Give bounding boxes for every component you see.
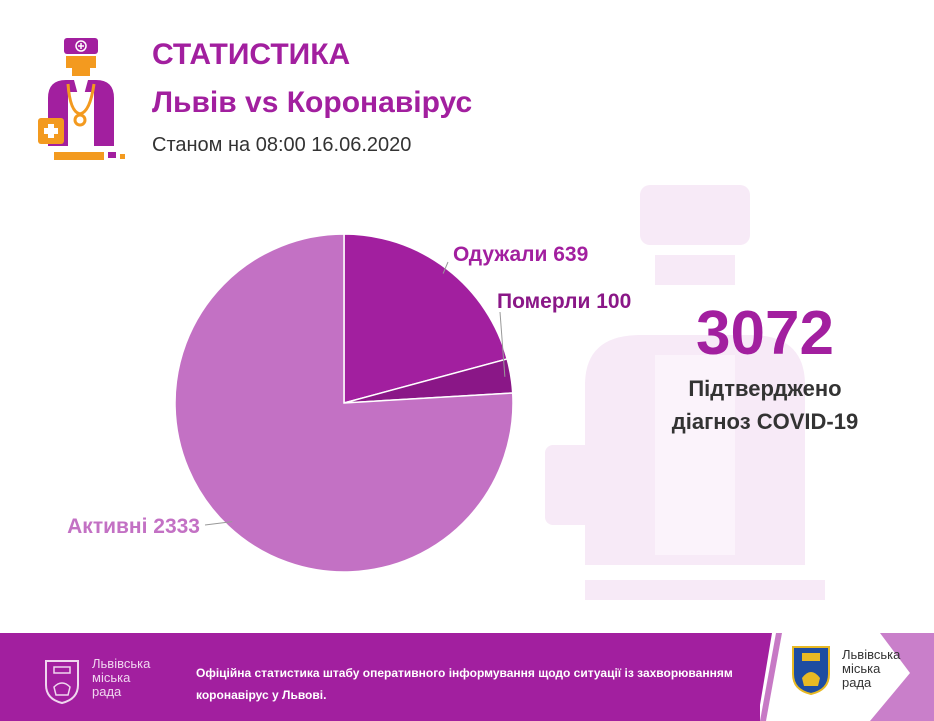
footer-org-line-2: міська [92,670,131,685]
pie-label-2: Активні 2333 [67,515,200,538]
caption-line-1: Підтверджено [688,376,842,401]
footer-description: Офіційна статистика штабу оперативного і… [196,662,766,706]
lviv-shield-icon [792,646,830,696]
footer-org-line-3: рада [92,684,122,699]
pie-slice-2 [174,233,514,573]
footer-text-line-2: коронавірус у Львові. [196,688,327,702]
badge-org-line-3: рада [842,675,872,690]
badge-org-line-1: Львівська [842,647,901,662]
footer-text-line-1: Офіційна статистика штабу оперативного і… [196,666,733,680]
total-cases-caption: Підтверджено діагноз COVID-19 [640,372,890,438]
caption-line-2: діагноз COVID-19 [671,409,859,434]
doctor-watermark-icon [545,185,825,600]
pie-label-1: Померли 100 [497,290,631,313]
total-cases-number: 3072 [696,299,834,368]
pie-leader-line-1 [499,311,506,377]
badge-org-line-2: міська [842,661,881,676]
page-title: СТАТИСТИКА [152,38,351,71]
pie-leader-line-2 [204,521,233,526]
lviv-coat-of-arms-icon [45,660,79,705]
doctor-logo-icon [38,38,125,160]
footer-org-name: Львівська міська рада [92,657,162,699]
pie-leader-line-0 [442,261,449,274]
footer-org-line-1: Львівська [92,656,151,671]
page-subtitle: Львів vs Коронавірус [152,86,473,119]
report-date: Станом на 08:00 16.06.2020 [152,134,412,156]
pie-label-0: Одужали 639 [453,243,588,266]
pie-slice-0 [343,233,509,404]
badge-org-name: Львівська міська рада [842,648,922,690]
